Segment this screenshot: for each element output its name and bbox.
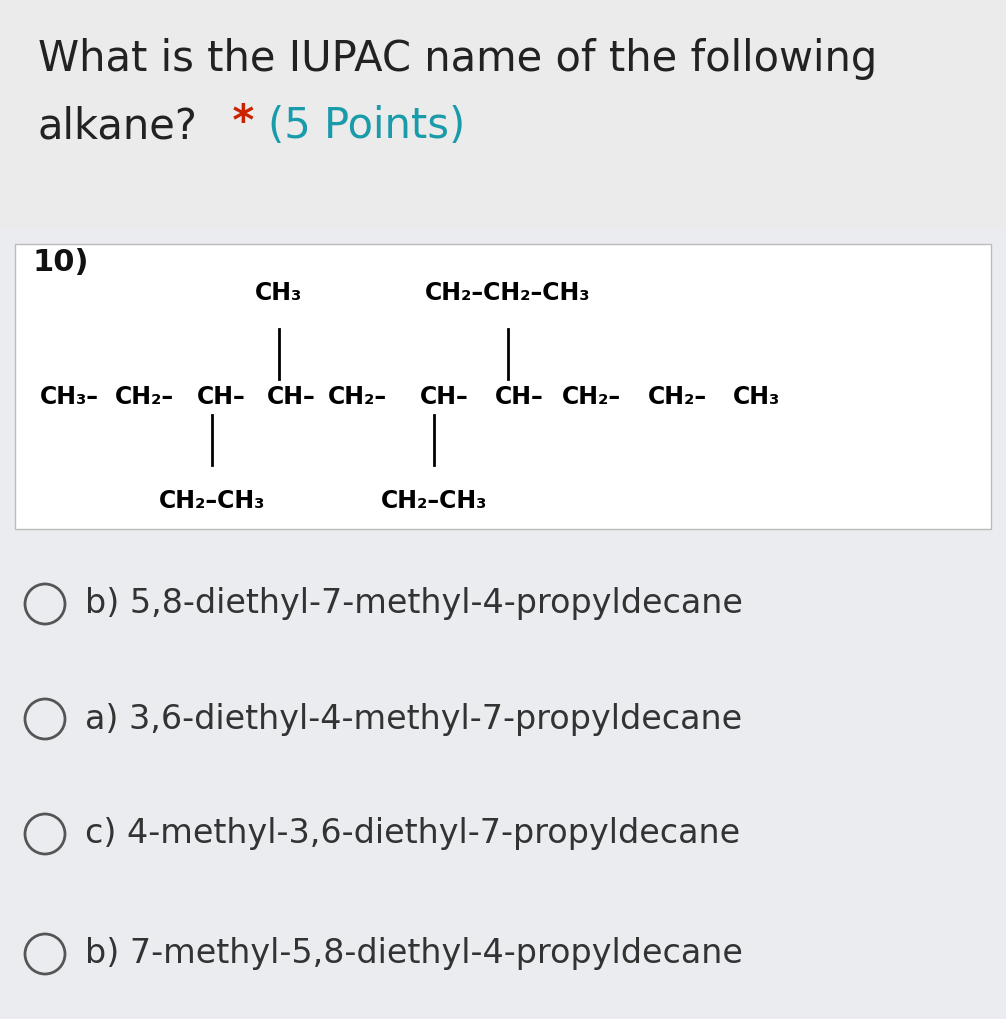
Text: CH₂–: CH₂–: [562, 385, 621, 409]
Text: CH₂–CH₃: CH₂–CH₃: [381, 489, 487, 513]
Text: b) 7-methyl-5,8-diethyl-4-propyldecane: b) 7-methyl-5,8-diethyl-4-propyldecane: [85, 937, 742, 970]
Text: CH–: CH–: [495, 385, 544, 409]
Text: What is the IUPAC name of the following: What is the IUPAC name of the following: [38, 38, 877, 81]
Text: b) 5,8-diethyl-7-methyl-4-propyldecane: b) 5,8-diethyl-7-methyl-4-propyldecane: [85, 588, 742, 621]
Text: (5 Points): (5 Points): [268, 105, 465, 147]
Text: CH₃: CH₃: [733, 385, 781, 409]
Text: CH–: CH–: [267, 385, 316, 409]
Bar: [15, 244, 991, 529]
Text: CH–: CH–: [420, 385, 469, 409]
Text: CH₂–CH₃: CH₂–CH₃: [159, 489, 266, 513]
Bar: [0, 0, 1006, 229]
Text: CH₃: CH₃: [256, 281, 303, 305]
Text: a) 3,6-diethyl-4-methyl-7-propyldecane: a) 3,6-diethyl-4-methyl-7-propyldecane: [85, 702, 742, 736]
Text: CH₂–CH₂–CH₃: CH₂–CH₂–CH₃: [426, 281, 591, 305]
Text: CH₂–: CH₂–: [648, 385, 707, 409]
Text: CH₂–: CH₂–: [115, 385, 174, 409]
Text: CH₃–: CH₃–: [40, 385, 99, 409]
Text: CH₂–: CH₂–: [328, 385, 387, 409]
Text: CH–: CH–: [197, 385, 245, 409]
Text: 10): 10): [32, 248, 89, 276]
Text: alkane?: alkane?: [38, 105, 198, 147]
Text: *: *: [218, 102, 269, 144]
Text: c) 4-methyl-3,6-diethyl-7-propyldecane: c) 4-methyl-3,6-diethyl-7-propyldecane: [85, 817, 740, 851]
